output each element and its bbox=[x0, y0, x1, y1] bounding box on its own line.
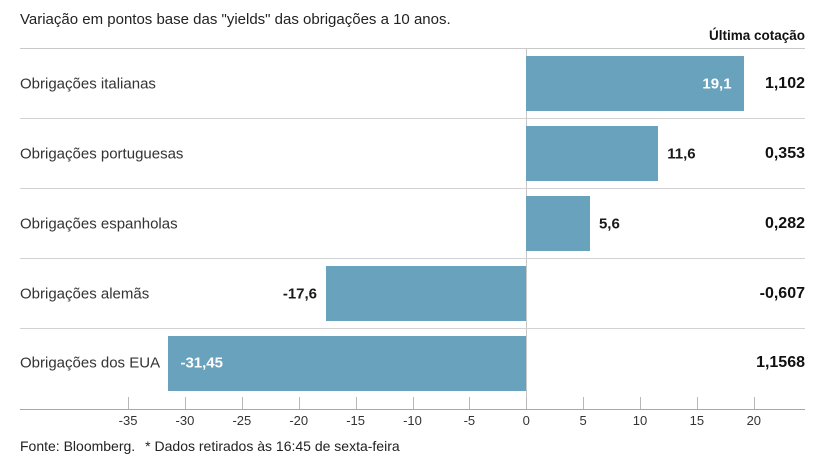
axis-tick-label: 15 bbox=[689, 413, 705, 428]
category-label: Obrigações alemãs bbox=[20, 285, 150, 302]
category-label: Obrigações espanholas bbox=[20, 215, 178, 232]
footnote-text: * Dados retirados às 16:45 de sexta-feir… bbox=[145, 438, 400, 454]
bar-value-label: 5,6 bbox=[598, 215, 620, 232]
bar-italy bbox=[526, 56, 744, 111]
last-quote-value: 0,353 bbox=[764, 144, 805, 162]
x-axis-labels: -35 -30 -25 -20 -15 -10 -5 0 5 10 15 20 bbox=[20, 410, 805, 432]
category-label: Obrigações italianas bbox=[20, 75, 156, 92]
axis-tick-label: 10 bbox=[632, 413, 648, 428]
axis-tick-label: -5 bbox=[463, 413, 476, 428]
axis-tick-label: -20 bbox=[289, 413, 309, 428]
axis-tick bbox=[640, 397, 642, 409]
axis-tick-label: 0 bbox=[522, 413, 530, 428]
axis-tick bbox=[526, 397, 528, 409]
axis-tick bbox=[583, 397, 585, 409]
bar-value-label: -17,6 bbox=[282, 285, 318, 302]
chart-header: Variação em pontos base das "yields" das… bbox=[20, 0, 805, 49]
bar-value-label: 19,1 bbox=[702, 75, 732, 92]
bar-portugal bbox=[526, 126, 659, 181]
axis-tick-label: -30 bbox=[175, 413, 195, 428]
bar-usa bbox=[168, 336, 527, 391]
last-quote-value: -0,607 bbox=[759, 284, 805, 302]
axis-tick bbox=[355, 397, 357, 409]
category-label: Obrigações portuguesas bbox=[20, 145, 184, 162]
source-text: Fonte: Bloomberg. bbox=[20, 438, 136, 454]
axis-tick bbox=[128, 397, 130, 409]
chart-title: Variação em pontos base das "yields" das… bbox=[20, 11, 451, 28]
bar-value-label: 11,6 bbox=[667, 145, 696, 162]
chart-row-spain: Obrigações espanholas 5,6 0,282 bbox=[20, 189, 805, 259]
axis-tick-label: -25 bbox=[232, 413, 252, 428]
chart-body: Obrigações italianas 19,1 1,102 Obrigaçõ… bbox=[20, 49, 805, 432]
last-quote-value: 0,282 bbox=[764, 214, 805, 232]
axis-tick bbox=[753, 397, 755, 409]
axis-tick-label: 20 bbox=[746, 413, 762, 428]
axis-tick bbox=[412, 397, 414, 409]
axis-tick-label: -35 bbox=[118, 413, 138, 428]
bar-value-label: -31,45 bbox=[180, 354, 223, 372]
axis-tick bbox=[696, 397, 698, 409]
axis-tick bbox=[241, 397, 243, 409]
category-label: Obrigações dos EUA bbox=[20, 354, 161, 372]
chart-row-portugal: Obrigações portuguesas 11,6 0,353 bbox=[20, 119, 805, 189]
chart-footer: Fonte: Bloomberg. * Dados retirados às 16… bbox=[20, 438, 805, 454]
chart-row-germany: Obrigações alemãs -17,6 -0,607 bbox=[20, 259, 805, 329]
bar-spain bbox=[526, 196, 590, 251]
chart-row-italy: Obrigações italianas 19,1 1,102 bbox=[20, 49, 805, 119]
axis-tick-label: -15 bbox=[346, 413, 366, 428]
axis-tick bbox=[298, 397, 300, 409]
x-axis bbox=[20, 397, 805, 410]
last-quote-value: 1,102 bbox=[764, 74, 805, 92]
last-quote-value: 1,1568 bbox=[756, 354, 805, 371]
last-quote-column-header: Última cotação bbox=[708, 28, 805, 43]
axis-tick-label: 5 bbox=[579, 413, 587, 428]
axis-tick bbox=[469, 397, 471, 409]
axis-tick bbox=[184, 397, 186, 409]
bar-germany bbox=[326, 266, 527, 321]
axis-tick-label: -10 bbox=[403, 413, 422, 428]
chart-row-usa: Obrigações dos EUA -31,45 1,1568 bbox=[20, 329, 805, 397]
